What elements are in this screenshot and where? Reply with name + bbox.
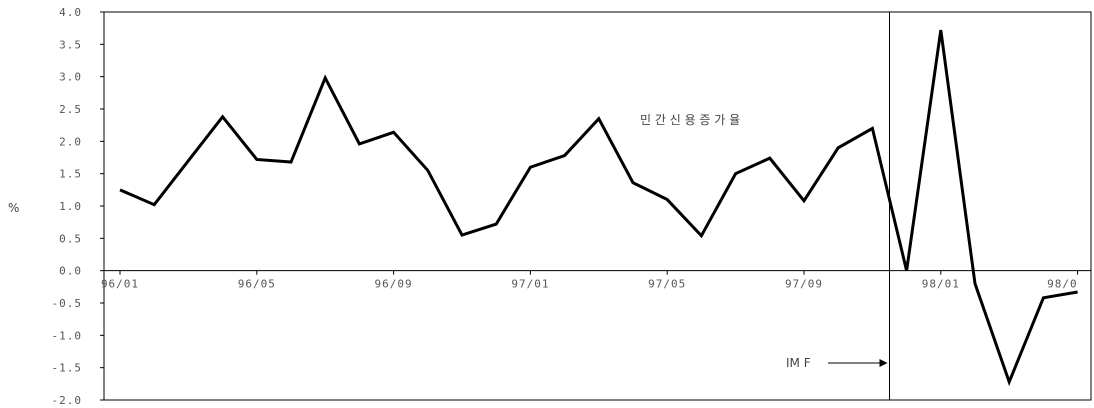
x-tick-label: 97/09 [785, 278, 823, 291]
x-axis-ticks: 96/01 96/05 96/09 97/01 97/05 97/09 98/01 98/0 [101, 270, 1079, 291]
x-tick-label: 98/01 [922, 278, 960, 291]
series-label: 민 간 신 용 증 가 율 [640, 113, 740, 127]
y-tick-label: -0.5 [52, 297, 83, 310]
plot-frame [103, 11, 1092, 401]
imf-label: IM F [786, 356, 811, 370]
y-tick-label: 2.0 [59, 135, 82, 148]
x-tick-label: 96/01 [101, 278, 139, 291]
x-tick-label: 97/05 [648, 278, 686, 291]
y-tick-label: -1.0 [52, 329, 83, 342]
series-points [119, 30, 1078, 382]
y-tick-label: 0.5 [59, 232, 82, 245]
y-tick-label: -1.5 [52, 362, 83, 375]
x-tick-label: 96/05 [238, 278, 276, 291]
x-tick-label: 98/0 [1047, 278, 1078, 291]
y-axis-ticks: 4.0 3.5 3.0 2.5 2.0 1.5 1.0 0.5 0.0 -0.5 -1.0 -1.5 -… [52, 6, 104, 407]
y-tick-label: 2.5 [59, 103, 82, 116]
imf-annotation: IM F [786, 356, 888, 370]
y-tick-label: 0.0 [59, 265, 82, 278]
series-line [119, 29, 1078, 387]
y-tick-label: 3.0 [59, 71, 82, 84]
y-tick-label: 1.0 [59, 200, 82, 213]
y-axis-label: % [8, 201, 19, 215]
y-tick-label: 1.5 [59, 168, 82, 181]
y-tick-label: -2.0 [52, 394, 83, 407]
imf-arrow-head [879, 359, 888, 367]
x-tick-label: 96/09 [375, 278, 413, 291]
y-tick-label: 4.0 [59, 6, 82, 19]
y-tick-label: 3.5 [59, 38, 82, 51]
x-tick-label: 97/01 [511, 278, 549, 291]
